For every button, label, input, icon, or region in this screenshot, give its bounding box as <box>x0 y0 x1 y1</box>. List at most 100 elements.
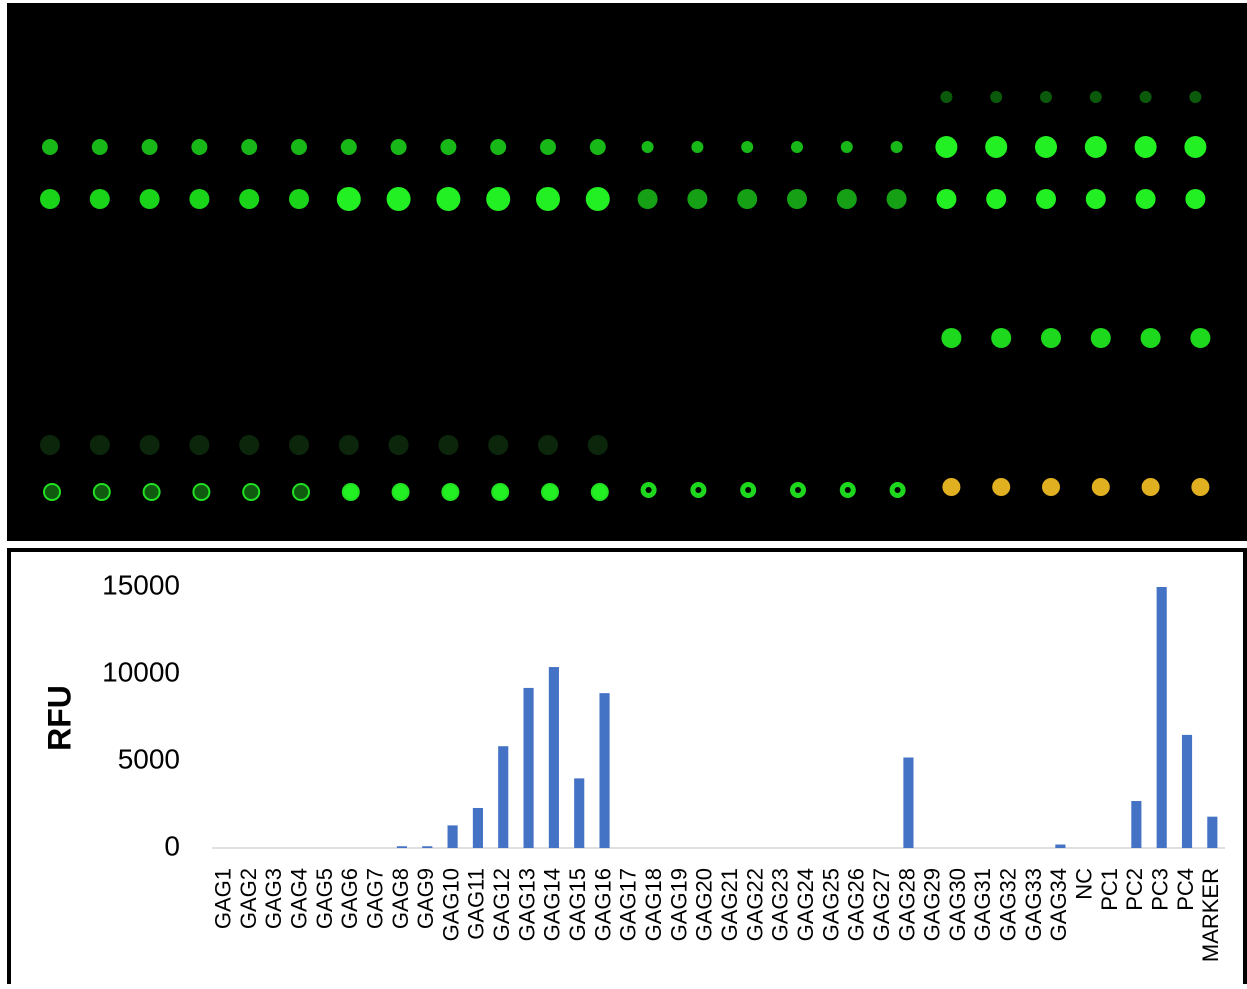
spot <box>890 141 903 153</box>
x-tick-label: GAG19 <box>666 868 691 941</box>
spot <box>985 136 1008 158</box>
y-tick-label: 0 <box>164 830 180 861</box>
spot <box>587 435 608 455</box>
spot <box>1190 328 1211 348</box>
spot <box>438 435 459 455</box>
bar <box>447 825 458 848</box>
spot <box>89 435 110 455</box>
spot <box>192 483 211 501</box>
bar <box>1156 587 1167 848</box>
x-tick-label: PC2 <box>1122 868 1147 911</box>
spot <box>1090 328 1111 348</box>
spot <box>992 478 1011 496</box>
spot <box>338 435 359 455</box>
spot <box>536 187 560 211</box>
spot <box>340 139 357 155</box>
x-tick-label: MARKER <box>1198 868 1223 962</box>
spot <box>292 483 310 501</box>
x-tick-label: GAG34 <box>1046 868 1071 941</box>
x-tick-label: GAG16 <box>590 868 615 941</box>
x-tick-label: GAG11 <box>464 868 489 940</box>
spot <box>589 139 606 155</box>
spot <box>289 189 309 209</box>
spot <box>1185 189 1206 209</box>
spot <box>43 483 61 501</box>
spot <box>641 141 654 153</box>
spot <box>1036 189 1056 209</box>
x-tick-label: GAG20 <box>692 868 717 941</box>
spot <box>695 487 702 493</box>
spot <box>139 189 160 209</box>
spot-grid <box>40 91 1211 501</box>
spot <box>1091 478 1110 496</box>
y-axis-label: RFU <box>41 685 77 751</box>
x-tick-label: GAG23 <box>768 868 793 941</box>
spot <box>1085 189 1106 209</box>
spot <box>936 189 957 209</box>
bar <box>472 807 483 848</box>
x-tick-label: GAG9 <box>413 868 438 929</box>
spot <box>1189 91 1202 103</box>
x-tick-label: GAG5 <box>312 868 337 929</box>
spot <box>291 139 307 155</box>
spot <box>486 187 511 211</box>
spot <box>1134 136 1157 158</box>
y-tick-label: 10000 <box>102 656 180 687</box>
spot <box>791 141 803 153</box>
x-tick-label: GAG8 <box>388 868 413 929</box>
spot <box>637 189 658 209</box>
spot <box>241 139 258 155</box>
spot <box>139 435 160 455</box>
spot <box>840 141 853 153</box>
spot <box>935 136 958 158</box>
x-tick-label: GAG33 <box>1021 868 1046 941</box>
spot <box>986 189 1007 209</box>
spot <box>1089 91 1102 103</box>
spot <box>388 435 409 455</box>
spot <box>189 435 210 455</box>
spot <box>1191 478 1210 496</box>
x-tick-label: GAG1 <box>210 868 235 929</box>
bar <box>396 846 408 848</box>
spot <box>745 487 752 493</box>
x-tick-label: GAG25 <box>818 868 843 941</box>
spot <box>941 328 962 348</box>
bar <box>1207 816 1218 848</box>
spot <box>886 189 907 209</box>
spot <box>91 139 108 155</box>
array-image <box>7 3 1247 541</box>
bar <box>903 757 914 848</box>
spot <box>386 187 411 211</box>
spot <box>741 141 754 153</box>
spot <box>189 189 210 209</box>
spot <box>40 435 60 455</box>
x-tick-label: PC4 <box>1173 868 1198 911</box>
spot <box>1035 136 1057 158</box>
spot <box>1042 478 1060 496</box>
spot <box>1135 189 1156 209</box>
spot <box>540 139 556 155</box>
spot <box>141 139 158 155</box>
x-tick-label: GAG28 <box>894 868 919 941</box>
spot <box>239 435 260 455</box>
spot <box>691 141 704 153</box>
spot <box>795 487 801 493</box>
chart-panel <box>7 548 1247 989</box>
spot <box>242 483 261 501</box>
spot <box>1141 478 1160 496</box>
x-tick-label: GAG30 <box>945 868 970 941</box>
x-tick-label: NC <box>1072 868 1097 900</box>
x-tick-label: GAG12 <box>489 868 514 941</box>
bar <box>523 687 534 848</box>
spot <box>289 435 309 455</box>
spot <box>836 189 857 209</box>
bar <box>422 846 433 848</box>
bar <box>574 778 585 848</box>
bar <box>599 693 610 848</box>
x-tick-label: GAG3 <box>261 868 286 929</box>
bar <box>1055 844 1066 848</box>
spot <box>1040 91 1052 103</box>
spot <box>990 91 1003 103</box>
spot <box>391 483 410 501</box>
